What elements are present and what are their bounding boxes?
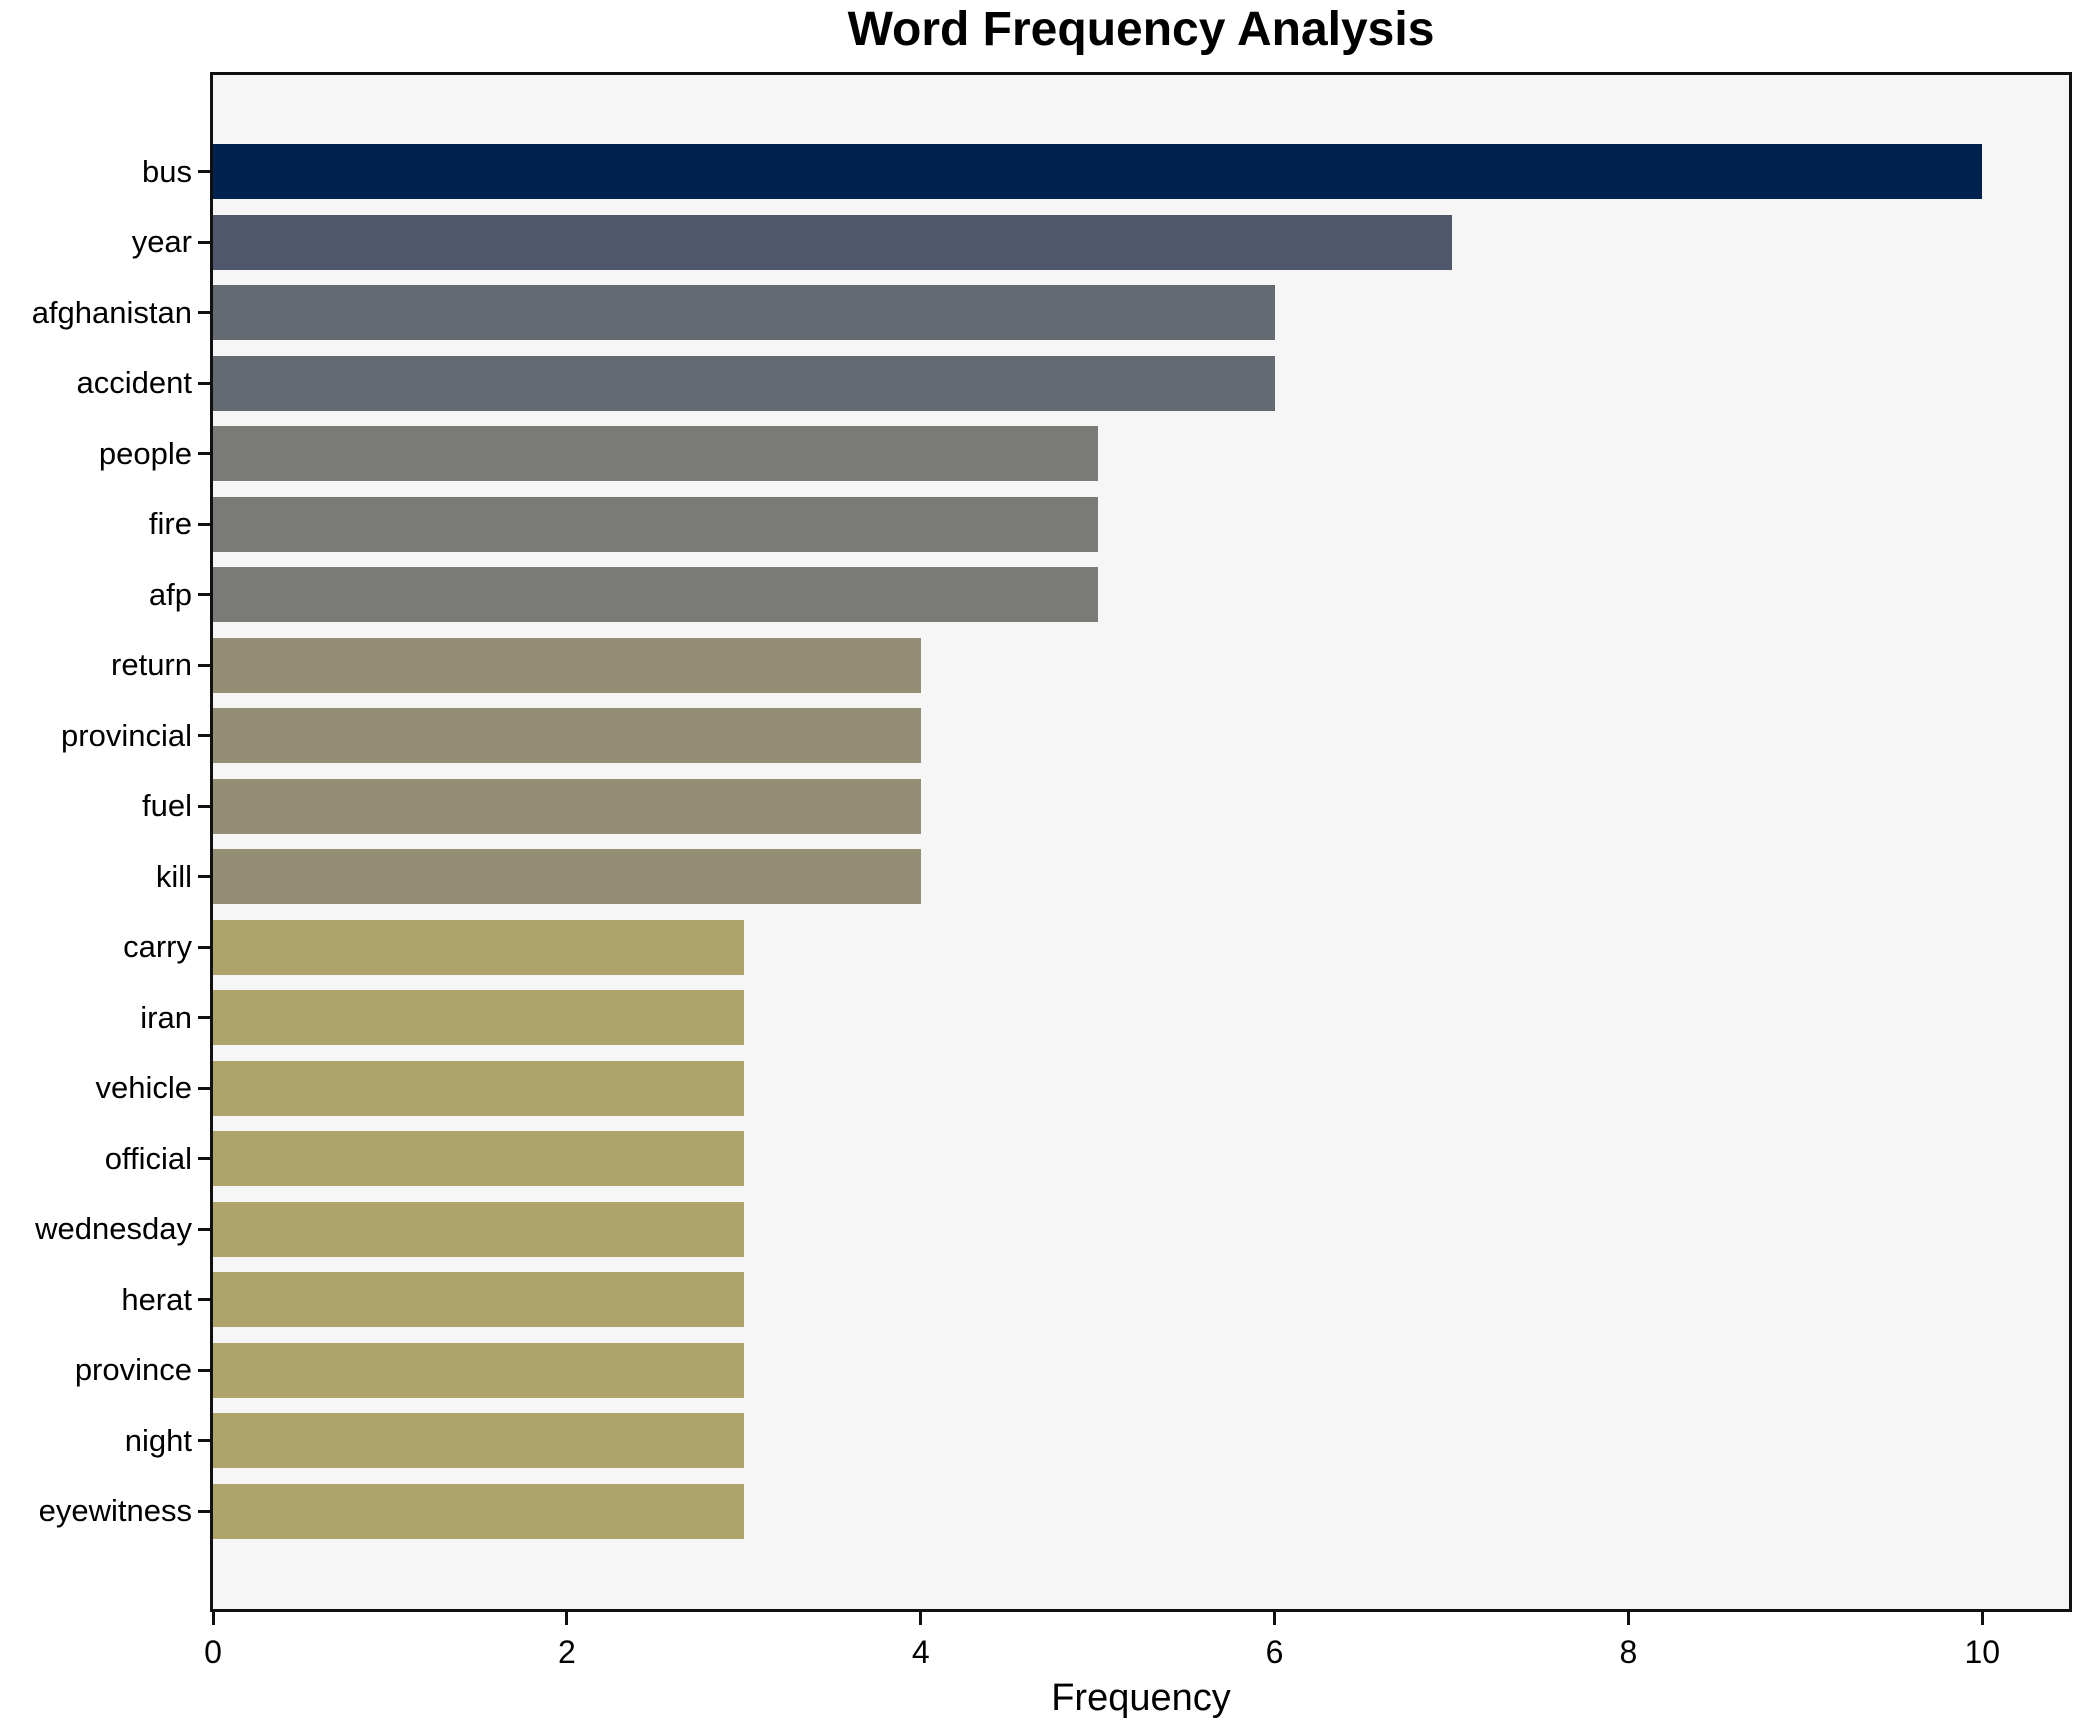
y-tick-mark [198,452,210,455]
bar-fuel [213,778,921,834]
bar-return [213,637,921,693]
y-tick-label-vehicle: vehicle [95,1070,193,1105]
y-tick-label-herat: herat [121,1281,192,1317]
y-tick-label-return: return [111,647,192,682]
y-tick-mark [198,522,210,526]
y-tick-label-kill: kill [155,858,192,894]
x-tick-mark [1980,1612,1984,1625]
chart-title: Word Frequency Analysis [847,3,1435,56]
y-tick-mark [198,1298,210,1301]
x-tick-mark [919,1612,923,1625]
x-tick-label-8: 8 [1619,1634,1638,1670]
bar-year [213,214,1452,270]
x-axis-label: Frequency [1051,1677,1231,1719]
y-tick-mark [198,1509,210,1513]
y-tick-label-provincial: provincial [61,717,192,753]
y-tick-label-year: year [131,224,192,259]
y-tick-label-carry: carry [123,929,192,964]
y-tick-mark [198,170,210,173]
y-tick-mark [198,663,210,667]
y-tick-mark [198,734,210,737]
y-tick-mark [198,875,210,878]
bar-carry [213,919,744,975]
y-tick-label-afghanistan: afghanistan [31,294,192,330]
y-tick-mark [198,240,210,244]
y-tick-label-iran: iran [140,999,192,1035]
y-tick-label-people: people [98,435,192,471]
bar-bus [213,144,1983,199]
y-tick-label-afp: afp [148,576,192,612]
y-tick-mark [198,1368,210,1372]
x-tick-label-2: 2 [557,1634,576,1670]
bar-eyewitness [213,1483,744,1539]
bar-people [213,426,1098,481]
x-tick-label-0: 0 [204,1634,222,1670]
y-tick-mark [198,593,210,596]
bar-afp [213,567,1098,622]
bar-official [213,1131,744,1186]
y-tick-mark [198,381,210,385]
y-tick-mark [198,1439,210,1442]
y-tick-label-night: night [124,1422,192,1458]
bar-iran [213,990,744,1045]
bar-accident [213,355,1275,411]
bar-fire [213,496,1098,552]
y-tick-mark [198,804,210,808]
y-tick-label-province: province [74,1352,192,1387]
bar-herat [213,1272,744,1327]
bar-afghanistan [213,285,1275,340]
y-tick-mark [198,945,210,949]
x-tick-mark [1626,1612,1630,1625]
y-tick-label-bus: bus [142,153,192,189]
bar-provincial [213,708,921,763]
y-tick-mark [198,1086,210,1090]
x-tick-mark [565,1612,569,1625]
bar-kill [213,849,921,904]
x-tick-mark [1273,1612,1277,1625]
y-tick-label-fuel: fuel [142,788,192,823]
plot-area [210,72,2072,1612]
y-tick-mark [198,1157,210,1160]
y-tick-mark [198,1227,210,1231]
x-tick-mark [211,1612,215,1625]
y-tick-label-official: official [104,1140,192,1176]
y-tick-mark [198,311,210,314]
bar-province [213,1342,744,1398]
bar-night [213,1413,744,1468]
y-tick-label-wednesday: wednesday [35,1211,192,1246]
bar-vehicle [213,1060,744,1116]
y-tick-label-eyewitness: eyewitness [38,1493,192,1528]
x-tick-label-4: 4 [911,1634,930,1670]
y-tick-mark [198,1016,210,1019]
bar-wednesday [213,1201,744,1257]
y-tick-label-fire: fire [148,506,192,541]
y-tick-label-accident: accident [76,365,192,400]
x-tick-label-6: 6 [1265,1634,1284,1670]
x-tick-label-10: 10 [1964,1634,2001,1670]
